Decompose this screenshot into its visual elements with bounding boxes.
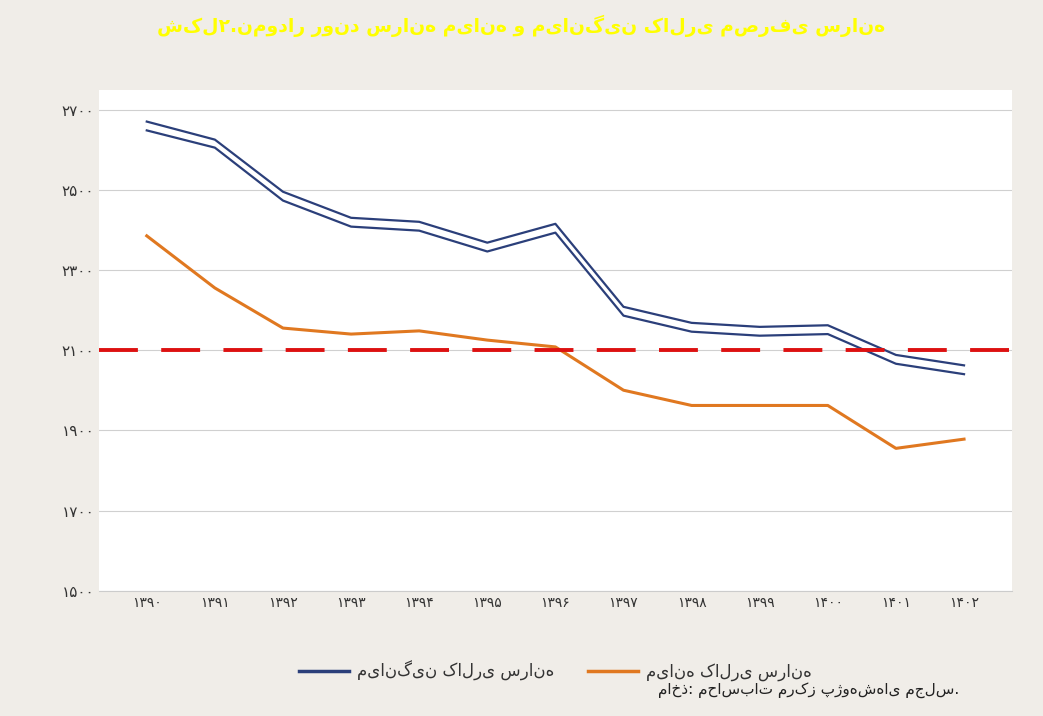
Text: ماخذ: محاسبات مرکز پژوهش‌های مجلس.: ماخذ: محاسبات مرکز پژوهش‌های مجلس.: [658, 682, 960, 698]
Legend: میانگین کالری سرانه, میانه کالری سرانه: میانگین کالری سرانه, میانه کالری سرانه: [292, 654, 819, 687]
Text: شکل۲.نمودار روند سرانه میانه و میانگین کالری مصرفی سرانه: شکل۲.نمودار روند سرانه میانه و میانگین ک…: [157, 14, 886, 37]
